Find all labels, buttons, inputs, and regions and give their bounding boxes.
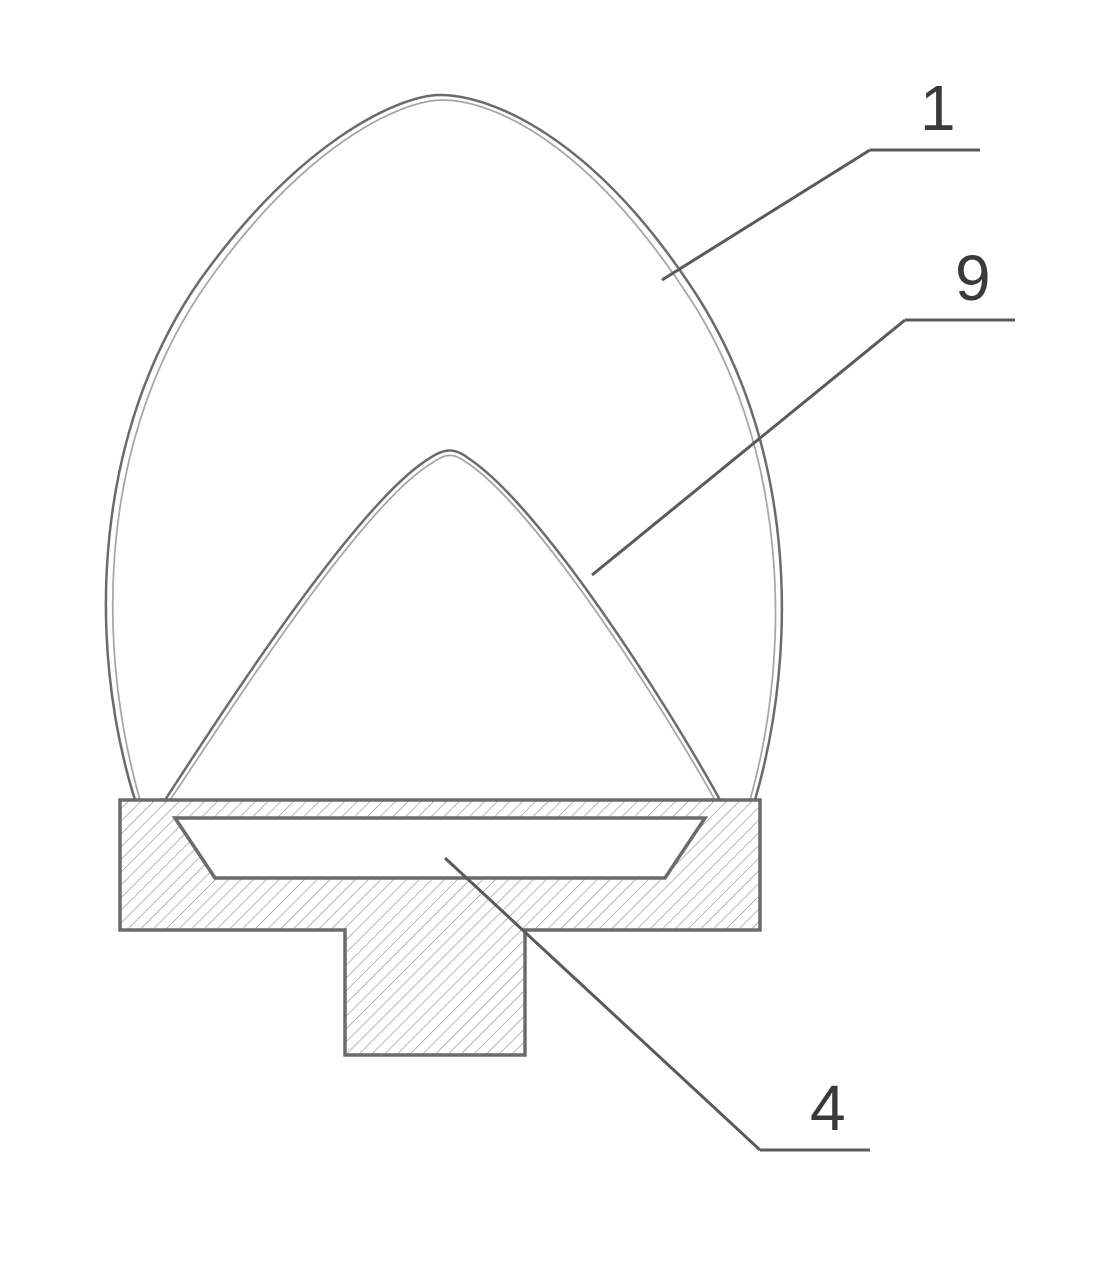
outer-dome bbox=[106, 95, 782, 800]
technical-diagram: 1 9 4 bbox=[0, 0, 1103, 1269]
base-block bbox=[120, 800, 760, 1055]
leader-line-9 bbox=[592, 320, 905, 575]
callout-label-4: 4 bbox=[810, 1072, 846, 1144]
callout-label-9: 9 bbox=[955, 242, 991, 314]
callout-9: 9 bbox=[592, 242, 1015, 575]
leader-line-1 bbox=[662, 150, 870, 280]
callout-label-1: 1 bbox=[920, 72, 956, 144]
callout-1: 1 bbox=[662, 72, 980, 280]
callouts: 1 9 4 bbox=[445, 72, 1015, 1150]
inner-cone bbox=[165, 451, 720, 801]
